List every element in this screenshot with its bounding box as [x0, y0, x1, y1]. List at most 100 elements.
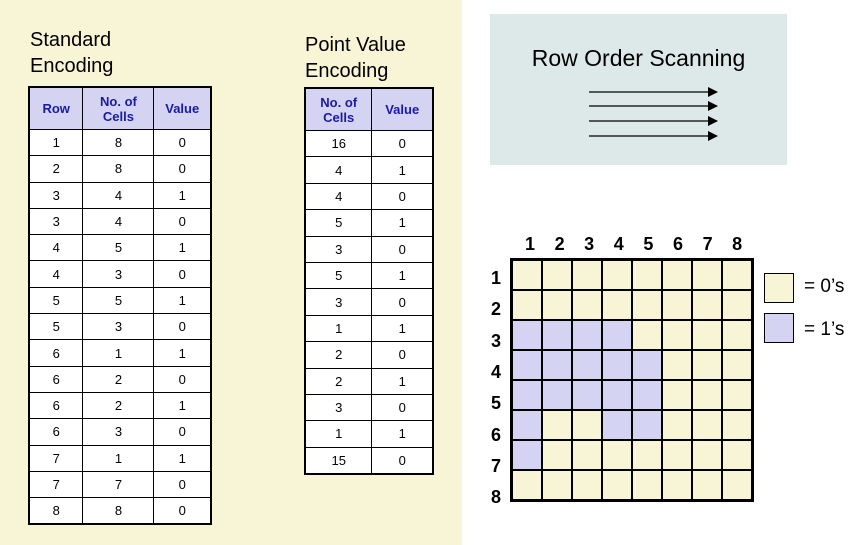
table-cell: 0: [153, 155, 212, 183]
table-cell: 0: [371, 235, 434, 263]
table-header-cell: No. of Cells: [304, 87, 373, 131]
table-cell: 1: [153, 391, 212, 420]
table-cell: 1: [153, 444, 212, 472]
grid-cell: [542, 380, 572, 410]
grid-cell: [722, 380, 752, 410]
table-cell: 1: [371, 156, 434, 184]
grid-cell: [572, 410, 602, 440]
table-cell: 0: [153, 365, 212, 393]
table-header-cell: No. of Cells: [82, 86, 155, 130]
grid-cell: [512, 470, 542, 500]
table-cell: 2: [82, 391, 155, 420]
table-cell: 1: [371, 420, 434, 448]
table-cell: 4: [82, 181, 155, 209]
grid-cell: [662, 470, 692, 500]
grid-cell: [662, 260, 692, 290]
table-cell: 4: [28, 260, 84, 288]
grid-cell: [692, 440, 722, 470]
table-cell: 0: [371, 341, 434, 369]
table-cell: 4: [82, 207, 155, 236]
table-cell: 1: [304, 314, 373, 343]
table-cell: 0: [371, 129, 434, 158]
row-order-scanning-box: Row Order Scanning: [490, 14, 787, 165]
table-cell: 1: [28, 128, 84, 157]
table-cell: 3: [82, 418, 155, 446]
table-cell: 4: [304, 156, 373, 184]
table-cell: 1: [153, 181, 212, 209]
table-cell: 3: [304, 235, 373, 263]
grid-cell: [632, 380, 662, 410]
table-header-row: Row No. of Cells Value: [28, 86, 212, 130]
table-cell: 5: [304, 261, 373, 290]
table-cell: 0: [153, 313, 212, 341]
grid-row-label: 6: [490, 424, 501, 445]
table-cell: 4: [304, 182, 373, 211]
grid-column-label: 7: [702, 234, 713, 254]
grid-column-label: 4: [613, 234, 624, 254]
scan-arrows-icon: [589, 87, 718, 141]
table-cell: 2: [304, 367, 373, 395]
grid-row-label: 8: [490, 487, 501, 508]
grid-cell: [602, 470, 632, 500]
table-cell: 0: [371, 288, 434, 316]
grid-cell: [512, 260, 542, 290]
grid-cell: [632, 350, 662, 380]
table-cell: 1: [371, 261, 434, 290]
table-cell: 6: [28, 391, 84, 420]
table-cell: 0: [153, 418, 212, 446]
table-header-cell: Value: [153, 86, 212, 130]
table-cell: 5: [304, 209, 373, 237]
grid-cell: [632, 470, 662, 500]
table-cell: 0: [371, 393, 434, 422]
table-cell: 3: [304, 393, 373, 422]
table-cell: 3: [82, 260, 155, 288]
grid-cell: [632, 260, 662, 290]
grid-cell: [542, 440, 572, 470]
grid-cell: [602, 260, 632, 290]
grid-cell: [512, 440, 542, 470]
grid-column-label: 1: [524, 234, 535, 254]
grid-cell: [602, 410, 632, 440]
grid-cell: [602, 290, 632, 320]
grid-cell: [572, 320, 602, 350]
grid-cell: [542, 260, 572, 290]
grid-cell: [602, 380, 632, 410]
table-cell: 3: [28, 207, 84, 236]
grid-column-label: 8: [732, 234, 743, 254]
table-cell: 7: [82, 470, 155, 499]
table-cell: 0: [153, 207, 212, 236]
grid-cell: [512, 290, 542, 320]
grid-cell: [722, 260, 752, 290]
grid-cell: [692, 260, 722, 290]
table-cell: 8: [82, 497, 155, 525]
table-cell: 8: [28, 497, 84, 525]
table-cell: 3: [304, 288, 373, 316]
grid-cell: [632, 440, 662, 470]
table-cell: 5: [28, 313, 84, 341]
grid-cell: [692, 470, 722, 500]
grid-row-label: 1: [490, 268, 501, 288]
legend-zero-label: = 0’s: [804, 276, 845, 297]
row-order-scanning-title: Row Order Scanning: [531, 45, 746, 71]
grid-cell: [512, 380, 542, 410]
table-row: 16 0: [304, 129, 434, 158]
table-cell: 3: [82, 313, 155, 341]
table-cell: 15: [304, 446, 373, 475]
table-cell: 2: [28, 155, 84, 183]
table-cell: 8: [82, 128, 155, 157]
grid-cell: [632, 410, 662, 440]
table-cell: 0: [153, 497, 212, 525]
